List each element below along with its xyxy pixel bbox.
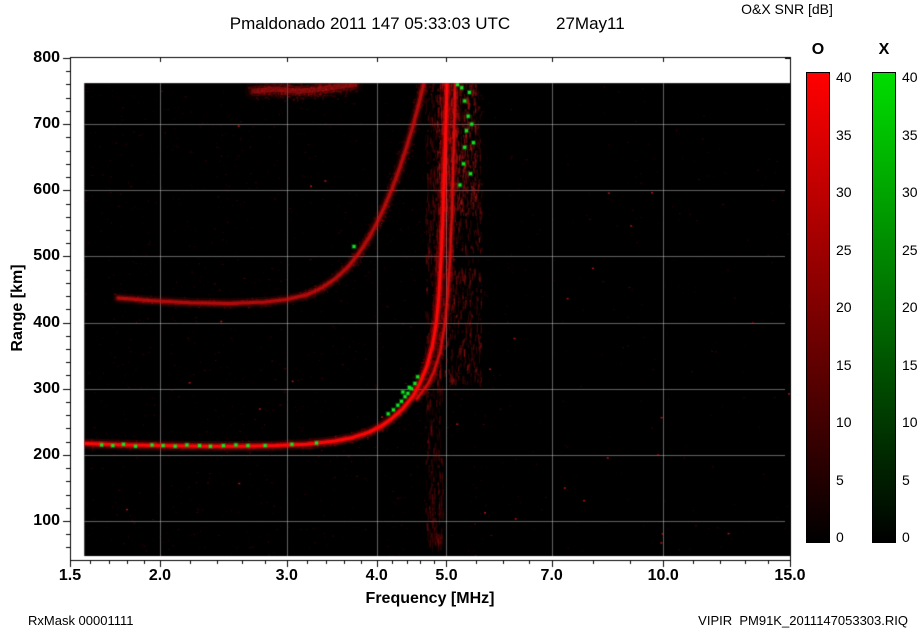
y-axis-tick-label: 600 [33,181,60,199]
o-colorbar-label: O [811,41,825,58]
colorbar-tick-label: 0 [836,529,844,545]
file-annotation: VIPIR PM91K_2011147053303.RIQ [698,613,908,628]
x-colorbar-label: X [878,41,890,58]
colorbar-tick-label: 30 [836,184,852,200]
x-axis-tick-label: 3.0 [275,567,298,584]
x-axis-tick-label: 1.5 [58,567,82,584]
rxmask-annotation: RxMask 00001111 [28,613,134,628]
colorbar-tick-label: 20 [836,299,852,315]
colorbar-tick-label: 25 [902,241,918,258]
colorbar-tick-label: 15 [902,356,918,373]
colorbar-title: O&X SNR [dB] [741,1,833,17]
colorbar-tick-label: 15 [836,356,852,373]
colorbar-tick-label: 20 [902,299,918,315]
colorbar-tick-label: 35 [836,126,852,143]
colorbar-tick-label: 25 [836,241,852,258]
x-axis-label: Frequency [MHz] [365,590,495,607]
colorbar-tick-label: 10 [902,414,918,430]
colorbar-tick-label: 40 [902,69,918,85]
colorbar-tick-label: 10 [836,414,852,430]
plot-title: Pmaldonado 2011 147 05:33:03 UTC [229,14,511,33]
plot-date: 27May11 [556,14,625,33]
y-axis-tick-label: 400 [33,313,60,331]
x-mode-colorbar [872,72,896,543]
x-axis-tick-label: 5.0 [435,567,458,584]
colorbar-tick-label: 40 [836,69,852,85]
colorbar-tick-label: 30 [902,184,918,200]
y-axis-tick-label: 200 [33,445,60,463]
x-axis-tick-label: 4.0 [365,567,388,584]
colorbar-tick-label: 5 [902,471,910,488]
y-axis-tick-label: 100 [33,512,60,529]
y-axis-tick-label: 300 [33,379,60,397]
x-axis-tick-label: 2.0 [148,567,172,584]
colorbar-tick-label: 35 [902,126,918,143]
x-axis-tick-label: 10.0 [647,567,679,584]
colorbar-tick-label: 5 [836,471,844,488]
y-axis-tick-label: 800 [33,49,60,66]
x-axis-tick-label: 7.0 [540,567,563,584]
o-mode-colorbar [806,72,830,543]
y-axis-tick-label: 700 [33,115,60,133]
x-axis-tick-label: 15.0 [774,567,806,584]
colorbar-tick-label: 0 [902,529,910,545]
y-axis-tick-label: 500 [33,247,60,265]
